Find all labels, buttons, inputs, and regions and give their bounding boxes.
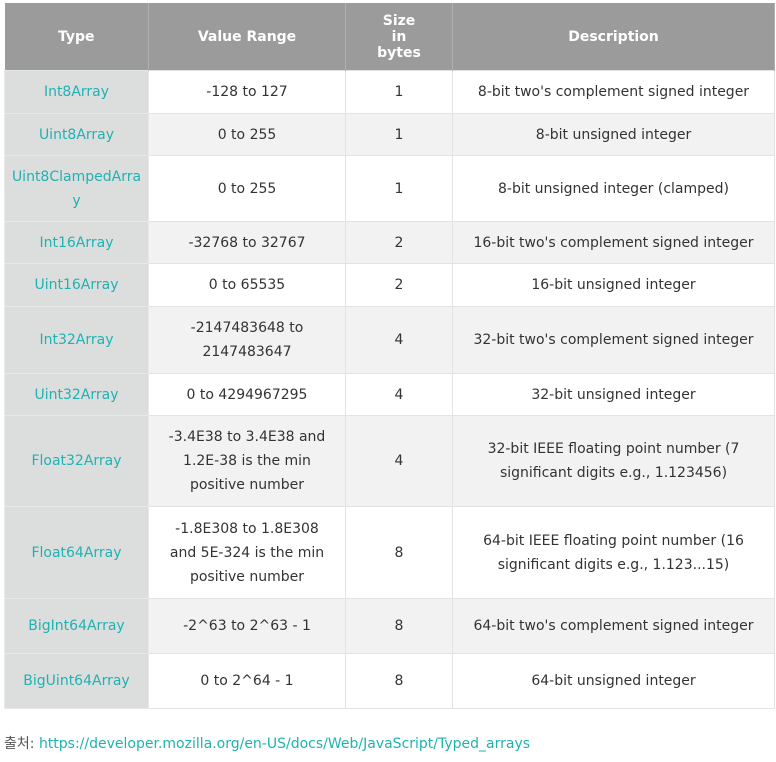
cell-type: BigInt64Array	[4, 598, 149, 654]
source-label: 출처:	[4, 736, 35, 752]
cell-value-range: 0 to 255	[148, 155, 346, 222]
header-description: Description	[452, 3, 775, 71]
cell-description: 8-bit two's complement signed integer	[452, 70, 775, 114]
table-row: Float64Array -1.8E308 to 1.8E308 and 5E-3…	[4, 506, 775, 599]
header-type: Type	[4, 3, 149, 71]
table-row: BigInt64Array -2^63 to 2^63 - 1 8 64-bit tw…	[4, 598, 775, 654]
table-row: Uint32Array 0 to 4294967295 4 32-bit unsign…	[4, 373, 775, 416]
cell-value-range: 0 to 255	[148, 113, 346, 156]
cell-type: Uint16Array	[4, 263, 149, 307]
cell-type: Int32Array	[4, 306, 149, 374]
cell-size: 1	[345, 155, 453, 222]
cell-size: 8	[345, 598, 453, 654]
cell-size: 8	[345, 653, 453, 709]
cell-size: 4	[345, 373, 453, 416]
typed-arrays-table: Type Value Range Size in bytes Descripti…	[4, 3, 775, 709]
cell-type: Uint8ClampedArray	[4, 155, 149, 222]
cell-size: 8	[345, 506, 453, 599]
cell-type: Float64Array	[4, 506, 149, 599]
cell-type: Uint8Array	[4, 113, 149, 156]
source-line: 출처: https://developer.mozilla.org/en-US/…	[4, 733, 530, 753]
cell-description: 16-bit unsigned integer	[452, 263, 775, 307]
header-size: Size in bytes	[345, 3, 453, 71]
table-row: Uint8ClampedArray 0 to 255 1 8-bit unsigned…	[4, 155, 775, 222]
cell-description: 64-bit two's complement signed integer	[452, 598, 775, 654]
cell-type: Uint32Array	[4, 373, 149, 416]
cell-type: Int16Array	[4, 221, 149, 264]
cell-type: Int8Array	[4, 70, 149, 114]
cell-description: 8-bit unsigned integer (clamped)	[452, 155, 775, 222]
cell-description: 32-bit two's complement signed integer	[452, 306, 775, 374]
cell-value-range: 0 to 4294967295	[148, 373, 346, 416]
cell-description: 32-bit IEEE floating point number (7 sig…	[452, 415, 775, 507]
cell-size: 2	[345, 221, 453, 264]
cell-size: 1	[345, 70, 453, 114]
cell-value-range: -3.4E38 to 3.4E38 and 1.2E-38 is the min…	[148, 415, 346, 507]
table-row: Int16Array -32768 to 32767 2 16-bit two's c…	[4, 221, 775, 264]
cell-description: 64-bit IEEE floating point number (16 si…	[452, 506, 775, 599]
header-value-range: Value Range	[148, 3, 346, 71]
table-row: Float32Array -3.4E38 to 3.4E38 and 1.2E-3…	[4, 415, 775, 507]
source-link[interactable]: https://developer.mozilla.org/en-US/docs…	[38, 736, 531, 752]
cell-description: 32-bit unsigned integer	[452, 373, 775, 416]
cell-type: Float32Array	[4, 415, 149, 507]
cell-type: BigUint64Array	[4, 653, 149, 709]
cell-size: 1	[345, 113, 453, 156]
cell-description: 16-bit two's complement signed integer	[452, 221, 775, 264]
table-row: Uint8Array 0 to 255 1 8-bit unsigned intege…	[4, 113, 775, 156]
cell-description: 8-bit unsigned integer	[452, 113, 775, 156]
cell-value-range: -32768 to 32767	[148, 221, 346, 264]
cell-size: 4	[345, 415, 453, 507]
table-row: BigUint64Array 0 to 2^64 - 1 8 64-bit unsig…	[4, 653, 775, 709]
cell-value-range: -2^63 to 2^63 - 1	[148, 598, 346, 654]
cell-size: 4	[345, 306, 453, 374]
cell-value-range: 0 to 2^64 - 1	[148, 653, 346, 709]
cell-value-range: -2147483648 to 2147483647	[148, 306, 346, 374]
cell-size: 2	[345, 263, 453, 307]
cell-value-range: 0 to 65535	[148, 263, 346, 307]
cell-value-range: -1.8E308 to 1.8E308 and 5E-324 is the mi…	[148, 506, 346, 599]
table-row: Int32Array -2147483648 to 2147483647 4 32-b…	[4, 306, 775, 374]
cell-value-range: -128 to 127	[148, 70, 346, 114]
table-row: Uint16Array 0 to 65535 2 16-bit unsigned in…	[4, 263, 775, 307]
cell-description: 64-bit unsigned integer	[452, 653, 775, 709]
table-row: Int8Array -128 to 127 1 8-bit two's complem…	[4, 70, 775, 114]
header-row: Type Value Range Size in bytes Descripti…	[4, 3, 775, 71]
